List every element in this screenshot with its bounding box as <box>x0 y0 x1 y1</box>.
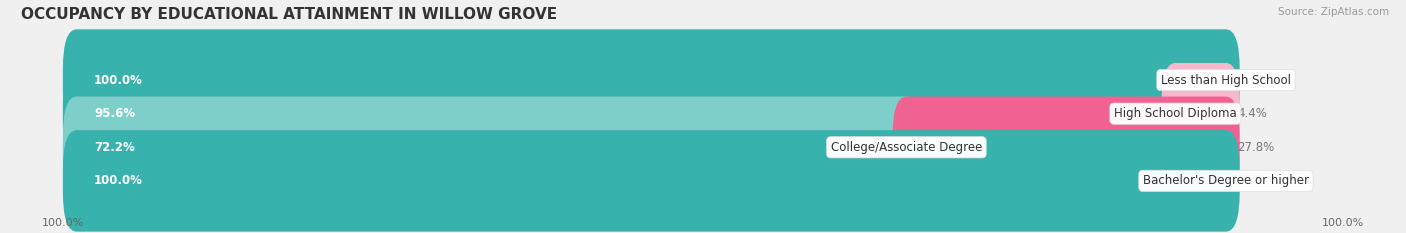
Text: High School Diploma: High School Diploma <box>1114 107 1237 120</box>
FancyBboxPatch shape <box>1161 63 1240 164</box>
FancyBboxPatch shape <box>63 96 1240 198</box>
FancyBboxPatch shape <box>63 29 1240 131</box>
Text: 0.0%: 0.0% <box>1237 74 1267 87</box>
FancyBboxPatch shape <box>63 96 920 198</box>
Text: Source: ZipAtlas.com: Source: ZipAtlas.com <box>1278 7 1389 17</box>
Text: College/Associate Degree: College/Associate Degree <box>831 141 983 154</box>
Text: OCCUPANCY BY EDUCATIONAL ATTAINMENT IN WILLOW GROVE: OCCUPANCY BY EDUCATIONAL ATTAINMENT IN W… <box>21 7 557 22</box>
Text: 100.0%: 100.0% <box>94 174 143 187</box>
FancyBboxPatch shape <box>63 130 1240 232</box>
FancyBboxPatch shape <box>63 63 1189 164</box>
Text: 72.2%: 72.2% <box>94 141 135 154</box>
Text: Less than High School: Less than High School <box>1161 74 1291 87</box>
Text: 100.0%: 100.0% <box>94 74 143 87</box>
FancyBboxPatch shape <box>63 63 1240 164</box>
Text: 4.4%: 4.4% <box>1237 107 1267 120</box>
Text: 27.8%: 27.8% <box>1237 141 1275 154</box>
Text: 95.6%: 95.6% <box>94 107 135 120</box>
Text: 0.0%: 0.0% <box>1237 174 1267 187</box>
FancyBboxPatch shape <box>63 130 1240 232</box>
Text: Bachelor's Degree or higher: Bachelor's Degree or higher <box>1143 174 1309 187</box>
FancyBboxPatch shape <box>63 29 1240 131</box>
Text: 100.0%: 100.0% <box>42 218 84 228</box>
Text: 100.0%: 100.0% <box>1322 218 1364 228</box>
FancyBboxPatch shape <box>893 96 1240 198</box>
